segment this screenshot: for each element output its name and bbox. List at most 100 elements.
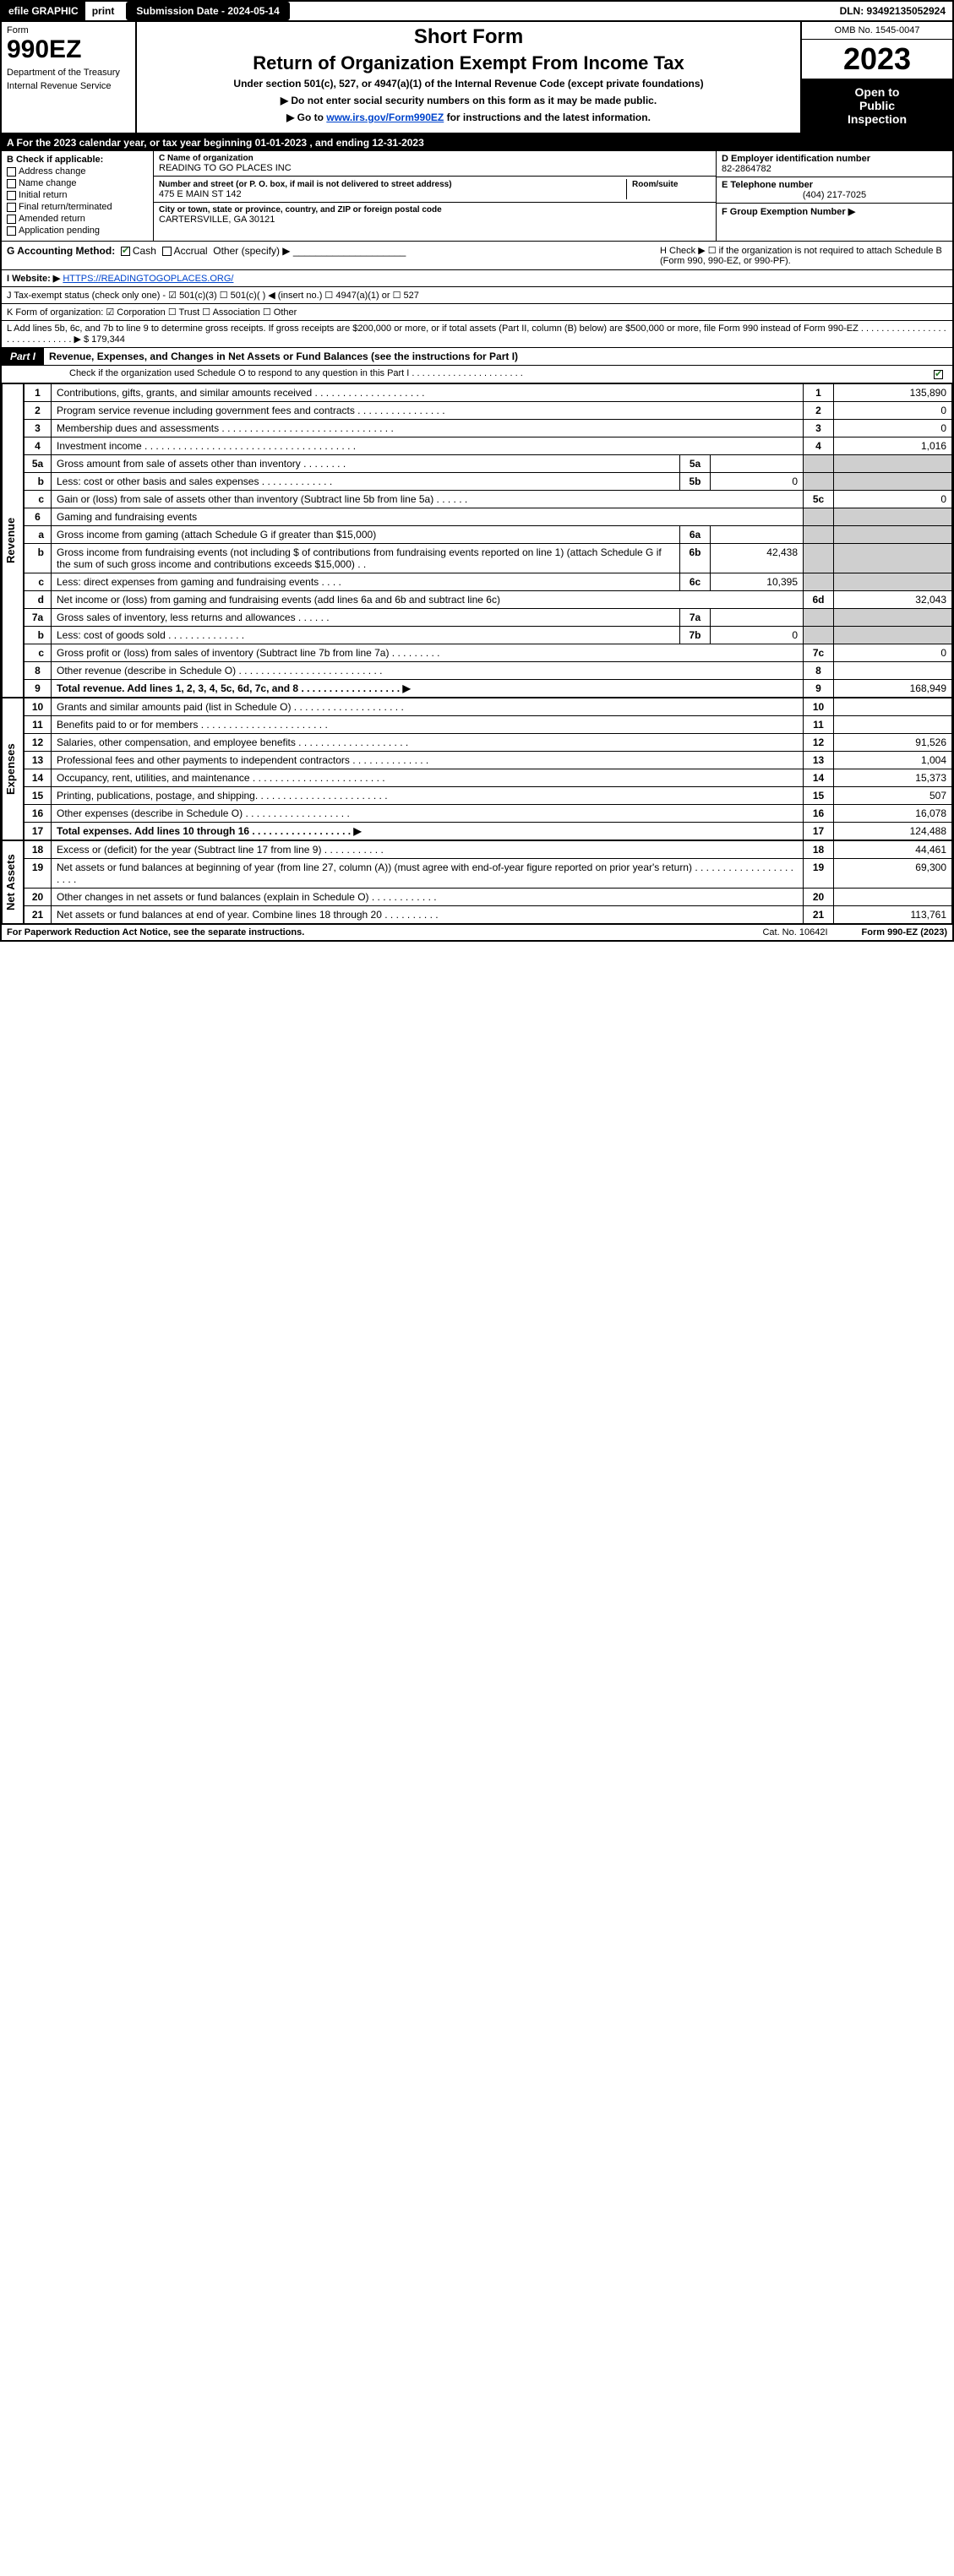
instr-pre: ▶ Go to: [286, 111, 326, 123]
expenses-section: Expenses 10Grants and similar amounts pa…: [2, 698, 952, 840]
table-row: 13Professional fees and other payments t…: [25, 752, 952, 769]
tax-year: 2023: [802, 40, 952, 79]
expenses-table: 10Grants and similar amounts paid (list …: [24, 698, 952, 840]
top-bar: efile GRAPHIC print Submission Date - 20…: [2, 2, 952, 22]
phone-row: E Telephone number (404) 217-7025: [717, 177, 952, 204]
submission-date: Submission Date - 2024-05-14: [126, 2, 289, 20]
checkbox-icon: [934, 370, 943, 379]
table-row: bGross income from fundraising events (n…: [25, 544, 952, 573]
ein-value: 82-2864782: [722, 164, 771, 174]
chk-address-change[interactable]: Address change: [7, 166, 148, 177]
revenue-section: Revenue 1Contributions, gifts, grants, a…: [2, 383, 952, 698]
table-row: 4Investment income . . . . . . . . . . .…: [25, 437, 952, 455]
website-label: I Website: ▶: [7, 274, 60, 284]
cash-option: Cash: [133, 245, 156, 257]
col-b-title: B Check if applicable:: [7, 155, 148, 165]
irs-link[interactable]: www.irs.gov/Form990EZ: [326, 111, 444, 123]
checkbox-icon: [7, 226, 16, 236]
table-row: 2Program service revenue including gover…: [25, 402, 952, 420]
line-l-amount: 179,344: [91, 334, 125, 345]
table-row: 18Excess or (deficit) for the year (Subt…: [25, 841, 952, 859]
table-row: 19Net assets or fund balances at beginni…: [25, 859, 952, 889]
chk-name-change[interactable]: Name change: [7, 178, 148, 188]
form-subtitle: Under section 501(c), 527, or 4947(a)(1)…: [145, 78, 792, 90]
dept-irs: Internal Revenue Service: [7, 81, 130, 91]
open-line2: Public: [805, 99, 949, 112]
checkbox-icon: [7, 179, 16, 188]
print-link[interactable]: print: [85, 2, 122, 20]
ein-row: D Employer identification number 82-2864…: [717, 151, 952, 177]
line-h: H Check ▶ ☐ if the organization is not r…: [660, 245, 947, 266]
schedule-o-check: [927, 366, 952, 383]
cat-no: Cat. No. 10642I: [762, 927, 827, 937]
org-name-label: C Name of organization: [159, 154, 711, 163]
table-row: 9Total revenue. Add lines 1, 2, 3, 4, 5c…: [25, 680, 952, 698]
org-name-row: C Name of organization READING TO GO PLA…: [154, 151, 716, 177]
table-row: aGross income from gaming (attach Schedu…: [25, 526, 952, 544]
group-label: F Group Exemption Number ▶: [722, 207, 855, 217]
table-row: 8Other revenue (describe in Schedule O) …: [25, 662, 952, 680]
part-i-label: Part I: [2, 348, 44, 365]
efile-label: efile GRAPHIC: [2, 2, 85, 20]
chk-initial-return[interactable]: Initial return: [7, 190, 148, 200]
line-l: L Add lines 5b, 6c, and 7b to line 9 to …: [2, 321, 952, 348]
revenue-table: 1Contributions, gifts, grants, and simil…: [24, 383, 952, 698]
paperwork-notice: For Paperwork Reduction Act Notice, see …: [7, 927, 304, 937]
open-line1: Open to: [805, 85, 949, 99]
form-title: Return of Organization Exempt From Incom…: [145, 52, 792, 74]
city-row: City or town, state or province, country…: [154, 203, 716, 227]
part-i-check-text: Check if the organization used Schedule …: [2, 366, 927, 383]
room-label: Room/suite: [632, 180, 678, 189]
chk-amended-return[interactable]: Amended return: [7, 214, 148, 224]
checkbox-icon: [7, 191, 16, 200]
dept-treasury: Department of the Treasury: [7, 68, 130, 78]
header-left: Form 990EZ Department of the Treasury In…: [2, 22, 137, 133]
header-right: OMB No. 1545-0047 2023 Open to Public In…: [800, 22, 952, 133]
net-assets-section: Net Assets 18Excess or (deficit) for the…: [2, 840, 952, 924]
chk-final-return[interactable]: Final return/terminated: [7, 202, 148, 212]
dln: DLN: 93492135052924: [833, 2, 952, 20]
accrual-option: Accrual: [174, 245, 208, 257]
chk-application-pending[interactable]: Application pending: [7, 226, 148, 236]
table-row: 11Benefits paid to or for members . . . …: [25, 716, 952, 734]
table-row: 14Occupancy, rent, utilities, and mainte…: [25, 769, 952, 787]
line-j: J Tax-exempt status (check only one) - ☑…: [2, 287, 952, 304]
table-row: bLess: cost of goods sold . . . . . . . …: [25, 627, 952, 644]
table-row: 6Gaming and fundraising events: [25, 508, 952, 526]
form-header: Form 990EZ Department of the Treasury In…: [2, 22, 952, 134]
checkbox-icon: [7, 215, 16, 224]
city-label: City or town, state or province, country…: [159, 205, 711, 215]
part-i-header: Part I Revenue, Expenses, and Changes in…: [2, 348, 952, 366]
street-value: 475 E MAIN ST 142: [159, 189, 242, 199]
open-line3: Inspection: [805, 112, 949, 126]
table-row: 1Contributions, gifts, grants, and simil…: [25, 384, 952, 402]
website-link[interactable]: HTTPS://READINGTOGOPLACES.ORG/: [63, 274, 233, 284]
accounting-method: G Accounting Method: Cash Accrual Other …: [7, 245, 660, 266]
other-option: Other (specify) ▶: [213, 245, 290, 257]
phone-label: E Telephone number: [722, 180, 813, 190]
table-row: 5aGross amount from sale of assets other…: [25, 455, 952, 473]
checkbox-icon: [121, 247, 130, 256]
table-row: 3Membership dues and assessments . . . .…: [25, 420, 952, 437]
line-l-text: L Add lines 5b, 6c, and 7b to line 9 to …: [7, 323, 946, 345]
line-a: A For the 2023 calendar year, or tax yea…: [2, 134, 952, 151]
form-number: 990EZ: [7, 35, 130, 64]
form-ref: Form 990-EZ (2023): [862, 927, 947, 937]
instr-post: for instructions and the latest informat…: [444, 111, 651, 123]
header-center: Short Form Return of Organization Exempt…: [137, 22, 800, 133]
col-c: C Name of organization READING TO GO PLA…: [154, 151, 716, 241]
checkbox-icon: [7, 167, 16, 177]
col-de: D Employer identification number 82-2864…: [716, 151, 952, 241]
part-i-check: Check if the organization used Schedule …: [2, 366, 952, 383]
g-label: G Accounting Method:: [7, 245, 115, 257]
table-row: bLess: cost or other basis and sales exp…: [25, 473, 952, 491]
table-row: dNet income or (loss) from gaming and fu…: [25, 591, 952, 609]
table-row: 7aGross sales of inventory, less returns…: [25, 609, 952, 627]
net-assets-side-label: Net Assets: [2, 840, 24, 924]
table-row: 12Salaries, other compensation, and empl…: [25, 734, 952, 752]
table-row: 21Net assets or fund balances at end of …: [25, 906, 952, 924]
short-form-label: Short Form: [145, 25, 792, 49]
phone-value: (404) 217-7025: [722, 190, 947, 200]
table-row: 17Total expenses. Add lines 10 through 1…: [25, 823, 952, 840]
group-exemption-row: F Group Exemption Number ▶: [717, 204, 952, 220]
